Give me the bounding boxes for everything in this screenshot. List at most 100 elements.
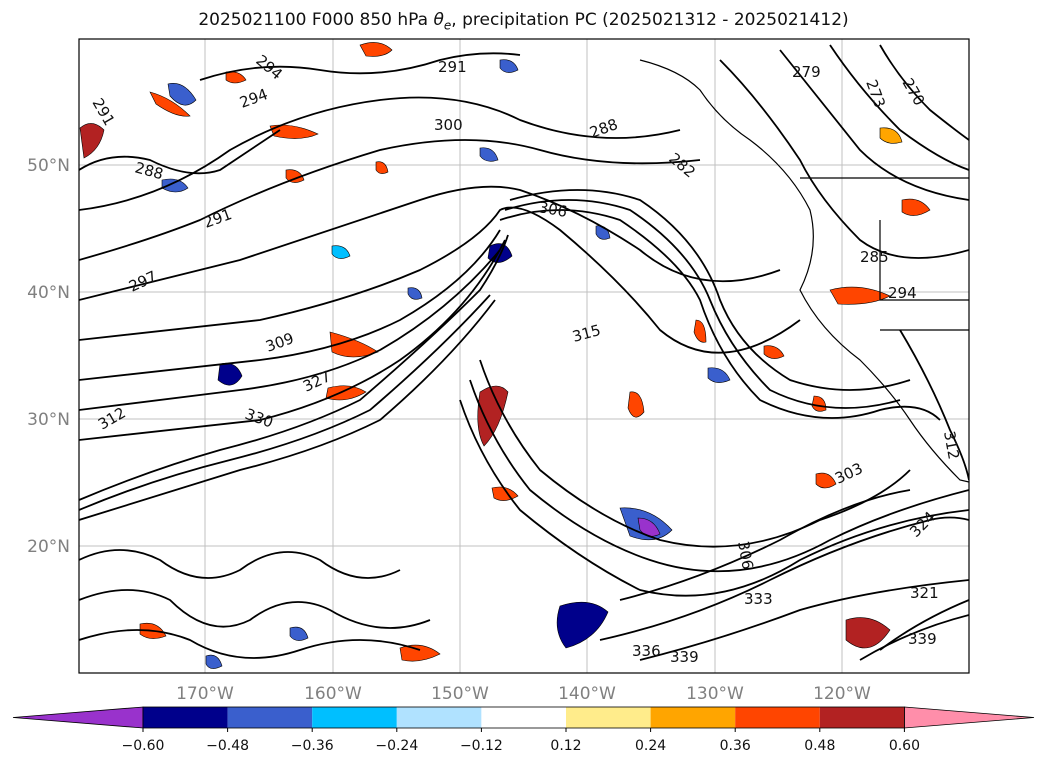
contour-label: 306 [734, 540, 757, 571]
contour-line [79, 239, 506, 441]
contour-line [859, 614, 969, 661]
precip-blob [815, 472, 837, 489]
precip-blob [161, 178, 189, 193]
precip-blob [901, 198, 931, 216]
precip-blob [325, 385, 367, 401]
colorbar-segment [143, 707, 228, 728]
precip-blob [556, 601, 609, 649]
border-line [879, 220, 969, 301]
contour-line [879, 44, 969, 141]
precip-blob [477, 385, 509, 447]
lat-label-30n: 30°N [27, 410, 70, 430]
colorbar-segment [396, 707, 482, 728]
contour-label: 294 [888, 284, 917, 302]
precip-blob [845, 617, 891, 649]
colorbar-segment [312, 707, 397, 728]
lat-label-20n: 20°N [27, 537, 70, 557]
precip-blob [491, 486, 519, 501]
lon-label-150w: 150°W [431, 684, 489, 704]
precip-blob [407, 287, 423, 300]
longitude-labels: 170°W 160°W 150°W 140°W 130°W 120°W [176, 684, 871, 704]
contour-label: 300 [434, 116, 463, 134]
contour-line [79, 234, 509, 501]
contour-line [599, 516, 969, 641]
lat-label-40n: 40°N [27, 283, 70, 303]
contour-line [619, 489, 911, 601]
contour-line [509, 189, 911, 391]
contour-line [79, 139, 701, 261]
colorbar-tick-label: 0.12 [550, 738, 581, 754]
contour-line [719, 59, 969, 259]
colorbar-segment [227, 707, 313, 728]
contour-label: 312 [940, 430, 963, 461]
contour-label: 339 [670, 648, 699, 666]
gridlines [79, 39, 969, 673]
contour-line [639, 579, 969, 661]
contour-line [459, 399, 969, 597]
map-panel-background [79, 39, 969, 673]
precip-blob [399, 644, 441, 662]
colorbar-segment [735, 707, 820, 728]
contour-line [79, 129, 281, 175]
map-frame [78, 38, 970, 674]
lon-label-160w: 160°W [304, 684, 362, 704]
contour-line [79, 96, 681, 211]
precip-blob [359, 42, 393, 57]
precip-blob [479, 147, 499, 162]
title-theta-sub: e [443, 18, 452, 33]
latitude-labels: 50°N 40°N 30°N 20°N [27, 156, 70, 557]
precip-blob [811, 395, 827, 412]
lon-label-170w: 170°W [176, 684, 234, 704]
title-rest: , precipitation PC (2025021312 - 2025021… [451, 10, 849, 30]
precip-blob [693, 319, 707, 343]
precip-blob [499, 59, 519, 73]
contour-line [79, 249, 501, 411]
colorbar-tick-label: −0.48 [206, 738, 249, 754]
contour-label: 321 [910, 584, 939, 602]
colorbar-tick-label: 0.48 [804, 738, 835, 754]
contour-label: 279 [792, 63, 821, 81]
colorbar-tick-label: −0.12 [460, 738, 503, 754]
title-main: 2025021100 F000 850 hPa [198, 10, 434, 30]
contour-label: 291 [438, 58, 467, 76]
precip-blob [269, 124, 319, 139]
precip-blob [205, 654, 223, 669]
contour-line [469, 379, 969, 573]
colorbar-segment [566, 707, 651, 728]
precip-blob [329, 331, 379, 358]
contour-line [79, 549, 401, 579]
precip-blob [627, 391, 645, 418]
colorbar-tick-label: −0.60 [122, 738, 165, 754]
theta-e-contours [79, 44, 969, 661]
precip-blob [331, 245, 351, 259]
contour-line [79, 629, 421, 659]
precip-blob [879, 127, 903, 144]
contour-line [829, 44, 969, 171]
contour-label: 336 [632, 642, 661, 660]
contour-label: 306 [537, 198, 568, 221]
lon-label-140w: 140°W [558, 684, 616, 704]
colorbar-tick-label: 0.24 [635, 738, 666, 754]
lat-label-50n: 50°N [27, 156, 70, 176]
north-america-coastline [639, 59, 969, 483]
colorbar-tick-label: −0.24 [375, 738, 418, 754]
contour-label: 285 [860, 248, 889, 266]
contour-line [79, 229, 501, 381]
precip-negative-shading [161, 59, 731, 669]
contour-line [479, 359, 911, 548]
colorbar-extension-low [12, 706, 144, 729]
contour-line [779, 49, 969, 201]
title-theta: θ [433, 10, 444, 30]
contour-line [79, 185, 781, 301]
precip-blob [707, 367, 731, 383]
contour-label: 339 [908, 630, 937, 648]
colorbar-tick-label: 0.36 [720, 738, 751, 754]
colorbar-extension-high [904, 706, 1035, 729]
contour-line [499, 209, 941, 421]
precip-blob [289, 626, 309, 641]
colorbar-segment [481, 707, 566, 728]
contour-line [504, 199, 901, 409]
map-title: 2025021100 F000 850 hPa θe, precipitatio… [0, 10, 1047, 32]
precip-blob [149, 91, 191, 117]
